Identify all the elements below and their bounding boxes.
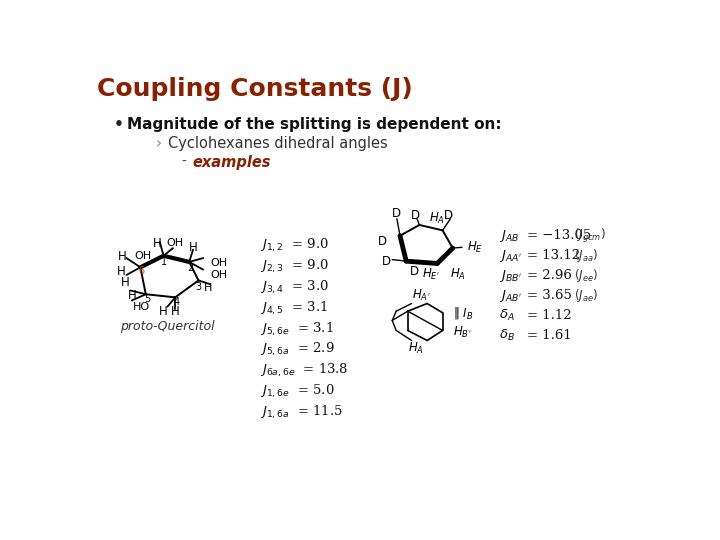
Text: $J_{5,6a}$  = 2.9: $J_{5,6a}$ = 2.9	[261, 341, 336, 359]
Text: D: D	[392, 207, 401, 220]
Text: proto-Quercitol: proto-Quercitol	[120, 320, 215, 333]
Text: 2: 2	[187, 263, 193, 273]
Text: HO: HO	[132, 302, 150, 312]
Text: Cyclohexanes dihedral angles: Cyclohexanes dihedral angles	[168, 136, 388, 151]
Text: Coupling Constants (J): Coupling Constants (J)	[97, 77, 413, 102]
Text: = −13.05: = −13.05	[527, 230, 591, 242]
Text: $H_A$: $H_A$	[451, 267, 467, 282]
Text: 1: 1	[161, 257, 168, 267]
Text: $(J_{gcm})$: $(J_{gcm})$	[574, 227, 606, 245]
Text: •: •	[114, 117, 123, 132]
Text: D: D	[382, 255, 391, 268]
Text: OH: OH	[210, 270, 228, 280]
Text: H: H	[117, 265, 125, 278]
Text: $H_{B'}$: $H_{B'}$	[453, 325, 472, 340]
Text: Magnitude of the splitting is dependent on:: Magnitude of the splitting is dependent …	[127, 117, 502, 132]
Text: $\delta_A$: $\delta_A$	[499, 308, 515, 323]
Text: OH: OH	[134, 251, 151, 261]
Text: $J_{AB}$: $J_{AB}$	[499, 228, 519, 244]
Text: 5: 5	[144, 294, 150, 304]
Text: $H_{A'}$: $H_{A'}$	[413, 288, 431, 303]
Text: H: H	[128, 289, 137, 302]
Text: 6: 6	[138, 266, 144, 276]
Text: $(J_{ae})$: $(J_{ae})$	[574, 287, 598, 305]
Text: H: H	[121, 276, 130, 289]
Text: $\delta_B$: $\delta_B$	[499, 328, 515, 343]
Text: examples: examples	[192, 155, 271, 170]
Text: $J_{6a,6e}$  = 13.8: $J_{6a,6e}$ = 13.8	[261, 362, 348, 379]
Text: H: H	[189, 241, 197, 254]
Text: $J_{BB'}$: $J_{BB'}$	[499, 268, 522, 284]
Text: OH: OH	[210, 259, 228, 268]
Text: H: H	[204, 283, 212, 293]
Text: $(J_{ee})$: $(J_{ee})$	[574, 267, 598, 284]
Text: $(J_{aa})$: $(J_{aa})$	[574, 247, 598, 264]
Text: $J_{1,6e}$  = 5.0: $J_{1,6e}$ = 5.0	[261, 383, 335, 400]
Text: -: -	[181, 155, 186, 169]
Text: $J_{3,4}$  = 3.0: $J_{3,4}$ = 3.0	[261, 279, 329, 296]
Text: H: H	[171, 305, 179, 318]
Text: $J_{1,2}$  = 9.0: $J_{1,2}$ = 9.0	[261, 237, 329, 254]
Text: = 13.12: = 13.12	[527, 249, 580, 262]
Text: 3: 3	[195, 281, 202, 292]
Text: $H_A$: $H_A$	[408, 341, 423, 356]
Text: H: H	[118, 250, 127, 263]
Text: $H_{E'}$: $H_{E'}$	[422, 267, 440, 282]
Text: $J_{1,6a}$  = 11.5: $J_{1,6a}$ = 11.5	[261, 403, 343, 421]
Text: = 1.12: = 1.12	[527, 309, 572, 322]
Text: $J_{4,5}$  = 3.1: $J_{4,5}$ = 3.1	[261, 300, 328, 317]
Text: D: D	[444, 209, 453, 222]
Text: ›: ›	[156, 136, 162, 151]
Text: $H_E$: $H_E$	[467, 240, 483, 255]
Text: $J_{5,6e}$  = 3.1: $J_{5,6e}$ = 3.1	[261, 320, 334, 338]
Text: = 1.61: = 1.61	[527, 329, 572, 342]
Text: 4: 4	[174, 297, 180, 307]
Text: H: H	[159, 305, 168, 318]
Text: = 3.65: = 3.65	[527, 289, 572, 302]
Text: $\|$ $I_B$: $\|$ $I_B$	[453, 305, 473, 321]
Text: D: D	[378, 235, 387, 248]
Text: D: D	[411, 209, 420, 222]
Text: $H_{A'}$: $H_{A'}$	[429, 211, 448, 226]
Text: OH: OH	[166, 239, 183, 248]
Text: $J_{AA'}$: $J_{AA'}$	[499, 248, 522, 264]
Text: $J_{2,3}$  = 9.0: $J_{2,3}$ = 9.0	[261, 258, 329, 275]
Text: H: H	[153, 237, 162, 250]
Text: $J_{AB'}$: $J_{AB'}$	[499, 288, 522, 304]
Text: = 2.96: = 2.96	[527, 269, 572, 282]
Text: D: D	[410, 265, 418, 278]
